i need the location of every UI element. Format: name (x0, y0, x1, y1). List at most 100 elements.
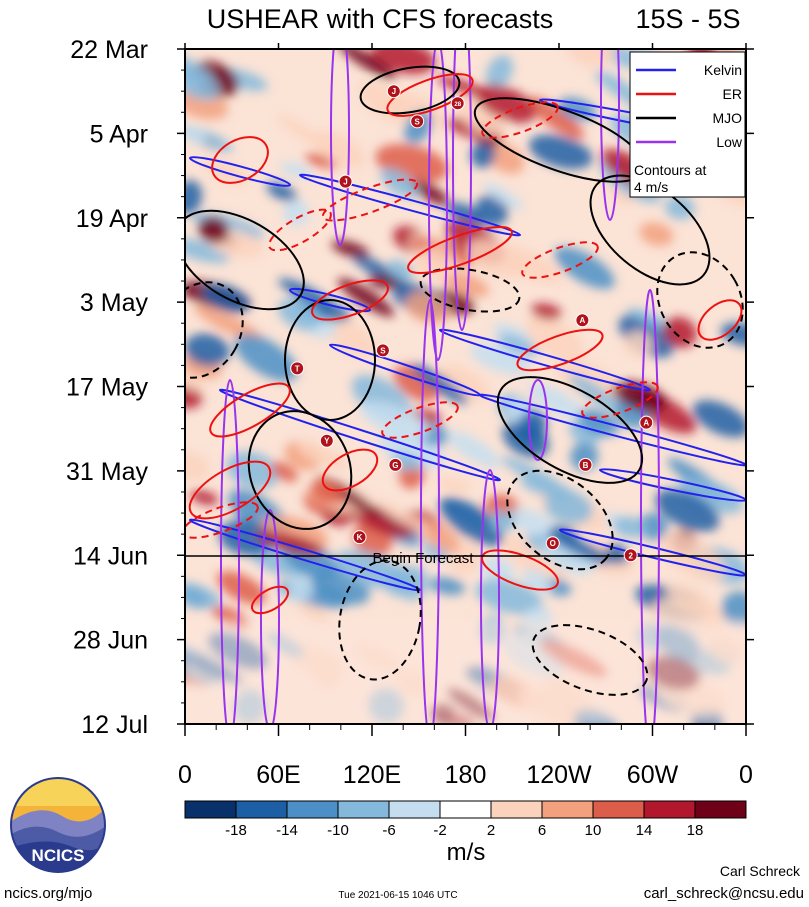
heatmap-cell (276, 115, 339, 155)
colorbar-tick-label: -18 (225, 822, 247, 839)
legend-label: Low (716, 134, 743, 150)
heatmap-cell (612, 381, 668, 412)
heatmap-cell (411, 363, 469, 405)
kelvin-contour (288, 287, 372, 313)
heatmap-cell (446, 431, 501, 468)
kelvin-contour (438, 328, 652, 392)
heatmap-cell (475, 194, 509, 227)
mjo-contour (656, 251, 744, 349)
storm-marker: O (545, 536, 560, 551)
svg-text:B: B (583, 461, 589, 470)
storm-marker: 28 (450, 96, 465, 111)
y-tick-label: 31 May (66, 458, 148, 486)
heatmap-cell (470, 142, 496, 168)
legend-label: Kelvin (704, 62, 742, 78)
colorbar-swatch (643, 800, 696, 819)
low-contour (330, 49, 350, 246)
low-contour (420, 299, 440, 724)
heatmap-cell (627, 307, 676, 332)
low-contour (640, 289, 660, 724)
logo-text: NCICS (32, 846, 85, 865)
heatmap-cell (531, 303, 562, 321)
heatmap-cell (338, 49, 396, 80)
colorbar-swatch (337, 800, 390, 819)
heatmap-cell (447, 202, 484, 226)
heatmap-cell (282, 199, 310, 226)
heatmap-cell (721, 591, 746, 626)
heatmap-cell (655, 489, 720, 532)
heatmap-cell (377, 500, 431, 534)
heatmap-cell (198, 216, 229, 244)
storm-marker: T (290, 361, 305, 376)
mjo-contour (284, 299, 376, 421)
low-contour (428, 49, 448, 361)
er-contour (697, 299, 743, 341)
er-contour (268, 208, 332, 252)
heatmap-cell (544, 490, 593, 525)
svg-text:A: A (579, 316, 585, 325)
x-tick-label: 60E (256, 761, 300, 789)
heatmap-cell (266, 182, 298, 202)
mjo-contour (496, 376, 644, 484)
legend-label: MJO (712, 110, 742, 126)
heatmap-cell (555, 359, 623, 400)
heatmap-cell (313, 130, 366, 169)
kelvin-contour (188, 156, 292, 187)
er-contour (407, 226, 513, 274)
colorbar-tick-label: -10 (327, 822, 349, 839)
mjo-contour (589, 174, 711, 286)
storm-marker: B (578, 457, 593, 472)
legend-note-line2: 4 m/s (634, 179, 668, 195)
heatmap-cell (202, 158, 249, 185)
legend-item-low: Low (636, 134, 743, 150)
colorbar-tick-label: -14 (276, 822, 298, 839)
storm-marker: 2 (623, 548, 638, 563)
mjo-contour (185, 209, 305, 311)
kelvin-contour (298, 173, 522, 237)
heatmap-cell (613, 516, 648, 538)
footer-timestamp: Tue 2021-06-15 1046 UTC (338, 890, 457, 901)
er-contour (209, 382, 291, 438)
heatmap-cell (466, 239, 525, 279)
heatmap-cell (481, 557, 515, 582)
heatmap-cell (436, 477, 472, 492)
colorbar: -18 -14 -10 -6 -2 2 6 10 14 18 (184, 800, 747, 839)
er-contour (521, 241, 599, 279)
heatmap-cell (482, 183, 524, 210)
colorbar-swatch (286, 800, 339, 819)
heatmap-cell (280, 162, 312, 178)
mjo-contour (359, 65, 461, 115)
forecast-label: Begin Forecast (373, 550, 475, 567)
heatmap-cell (666, 583, 712, 616)
colorbar-swatch (235, 800, 288, 819)
heatmap-cell (287, 575, 313, 602)
colorbar-swatch (541, 800, 594, 819)
heatmap-cell (297, 602, 332, 625)
heatmap-cell (185, 68, 210, 84)
y-tick-label: 19 Apr (76, 205, 148, 233)
kelvin-contour (598, 468, 746, 502)
storm-marker: G (388, 457, 403, 472)
y-tick-label: 28 Jun (73, 627, 148, 655)
x-tick-label: 0 (178, 761, 192, 789)
y-tick-label: 14 Jun (73, 542, 148, 570)
heatmap-cell (527, 96, 585, 139)
x-tick-label: 60W (627, 761, 679, 789)
y-tick-label: 5 Apr (90, 120, 148, 148)
low-contour (452, 49, 472, 331)
colorbar-tick-label: 10 (585, 822, 602, 839)
low-contour (528, 379, 548, 461)
er-contour (386, 73, 474, 117)
heatmap-cell (692, 400, 746, 438)
er-contour (211, 136, 269, 184)
colorbar-unit: m/s (447, 839, 486, 866)
heatmap-cell (371, 49, 436, 75)
legend-label: ER (723, 86, 742, 102)
svg-text:S: S (415, 117, 421, 126)
footer-author: Carl Schreck (720, 863, 801, 879)
mjo-contour (338, 559, 422, 681)
heatmap-cell (270, 461, 298, 482)
er-contour (250, 585, 290, 615)
heatmap-cell (190, 490, 219, 505)
